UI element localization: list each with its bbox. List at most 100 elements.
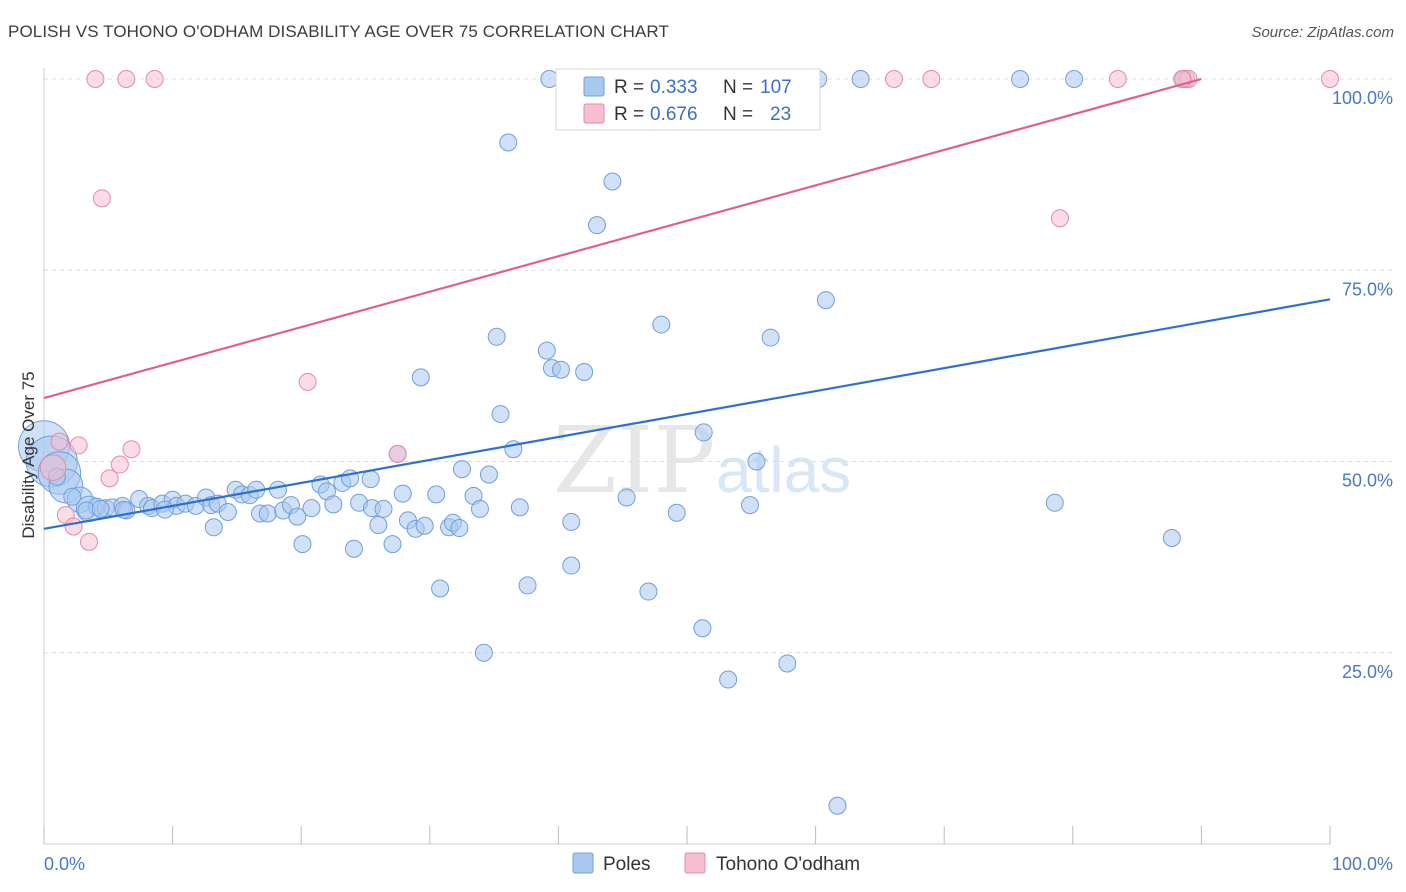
legend-poles-n-value: 107 xyxy=(760,77,792,98)
legend-poles-n-label: N = xyxy=(723,77,753,98)
legend-bottom: Poles Tohono O'odham xyxy=(572,852,860,875)
trend-lines xyxy=(43,77,1331,530)
poles-point xyxy=(693,619,712,638)
poles-point xyxy=(603,172,622,191)
poles-point xyxy=(816,291,835,310)
poles-point xyxy=(411,368,430,387)
tick-labels: 25.0% 50.0% 75.0% 100.0% 0.0% 100.0% xyxy=(44,88,1393,874)
poles-point xyxy=(452,460,471,479)
tohono-point xyxy=(50,432,69,451)
poles-trend-line xyxy=(43,298,1331,530)
tohono-trend-line xyxy=(43,77,1202,400)
poles-point xyxy=(562,556,581,575)
poles-point xyxy=(302,499,321,518)
bottom-legend-tohono-swatch xyxy=(684,852,706,874)
tohono-point xyxy=(1321,70,1339,88)
poles-point xyxy=(639,582,658,601)
poles-point xyxy=(747,452,766,471)
x-tick-label: 100.0% xyxy=(1332,854,1393,874)
tohono-point xyxy=(145,70,164,88)
poles-point xyxy=(652,315,671,334)
tohono-point xyxy=(39,454,67,481)
legend-tohono-r-label: R = xyxy=(614,104,644,125)
poles-point xyxy=(851,70,870,88)
poles-point xyxy=(218,502,237,521)
poles-point xyxy=(344,539,363,558)
poles-point xyxy=(324,495,343,514)
poles-point xyxy=(383,535,402,554)
poles-point xyxy=(617,488,636,507)
poles-point xyxy=(778,654,797,673)
poles-point xyxy=(741,496,760,515)
poles-point xyxy=(551,360,570,379)
y-tick-label: 25.0% xyxy=(1342,662,1393,682)
poles-point xyxy=(562,512,581,531)
tohono-point xyxy=(922,70,941,88)
legend-tohono-n-value: 23 xyxy=(770,104,791,125)
poles-point xyxy=(369,515,388,534)
legend-tohono-r-value: 0.676 xyxy=(650,104,698,125)
poles-point xyxy=(293,535,312,554)
poles-point xyxy=(415,516,434,535)
poles-point xyxy=(374,499,393,518)
watermark-atlas: atlas xyxy=(716,434,851,506)
legend-poles-swatch xyxy=(583,76,605,97)
poles-point xyxy=(63,487,82,506)
tohono-point xyxy=(64,517,83,536)
tohono-point xyxy=(885,70,904,88)
poles-point xyxy=(450,519,469,538)
poles-points xyxy=(18,70,1193,815)
poles-point xyxy=(474,643,493,662)
tohono-point xyxy=(1050,209,1069,228)
tohono-point xyxy=(80,532,99,551)
poles-point xyxy=(540,70,559,88)
poles-point xyxy=(491,405,510,424)
poles-point xyxy=(269,480,288,499)
grid-lines xyxy=(44,78,1392,654)
poles-point xyxy=(1045,493,1064,512)
tohono-point xyxy=(122,440,141,459)
source-credit: Source: ZipAtlas.com xyxy=(1251,24,1394,41)
poles-point xyxy=(431,579,450,598)
poles-point xyxy=(510,498,529,517)
poles-point xyxy=(719,670,738,689)
tohono-point xyxy=(117,70,136,88)
legend-poles-r-value: 0.333 xyxy=(650,77,698,98)
legend-poles-r-label: R = xyxy=(614,77,644,98)
tohono-point xyxy=(298,372,317,391)
poles-point xyxy=(587,216,606,235)
poles-point xyxy=(828,796,847,815)
bottom-legend-poles-label: Poles xyxy=(603,854,651,875)
tohono-points xyxy=(39,70,1339,551)
bottom-legend-tohono-label: Tohono O'odham xyxy=(716,854,860,875)
poles-point xyxy=(258,504,277,523)
y-tick-label: 50.0% xyxy=(1342,471,1393,491)
poles-point xyxy=(427,485,446,504)
poles-point xyxy=(667,503,686,522)
poles-point xyxy=(694,423,713,442)
y-tick-label: 100.0% xyxy=(1332,88,1393,108)
poles-point xyxy=(479,465,498,484)
bottom-legend-poles-swatch xyxy=(572,852,594,874)
poles-point xyxy=(575,362,594,381)
poles-point xyxy=(1011,70,1030,88)
poles-point xyxy=(537,341,556,360)
legend-tohono-n-label: N = xyxy=(723,104,753,125)
tohono-point xyxy=(86,70,105,88)
poles-point xyxy=(499,133,518,152)
x-tick-label: 0.0% xyxy=(44,854,85,874)
tohono-point xyxy=(100,469,119,488)
y-tick-label: 75.0% xyxy=(1342,279,1393,299)
poles-point xyxy=(487,327,506,346)
y-axis-title: Disability Age Over 75 xyxy=(19,371,38,538)
poles-point xyxy=(470,499,489,518)
chart-title: POLISH VS TOHONO O'ODHAM DISABILITY AGE … xyxy=(8,22,669,41)
legend-tohono-swatch xyxy=(583,103,605,124)
poles-point xyxy=(393,484,412,503)
tohono-point xyxy=(388,444,407,463)
tohono-point xyxy=(69,436,88,455)
poles-point xyxy=(761,328,780,347)
poles-point xyxy=(91,499,110,518)
tohono-point xyxy=(1108,70,1127,88)
